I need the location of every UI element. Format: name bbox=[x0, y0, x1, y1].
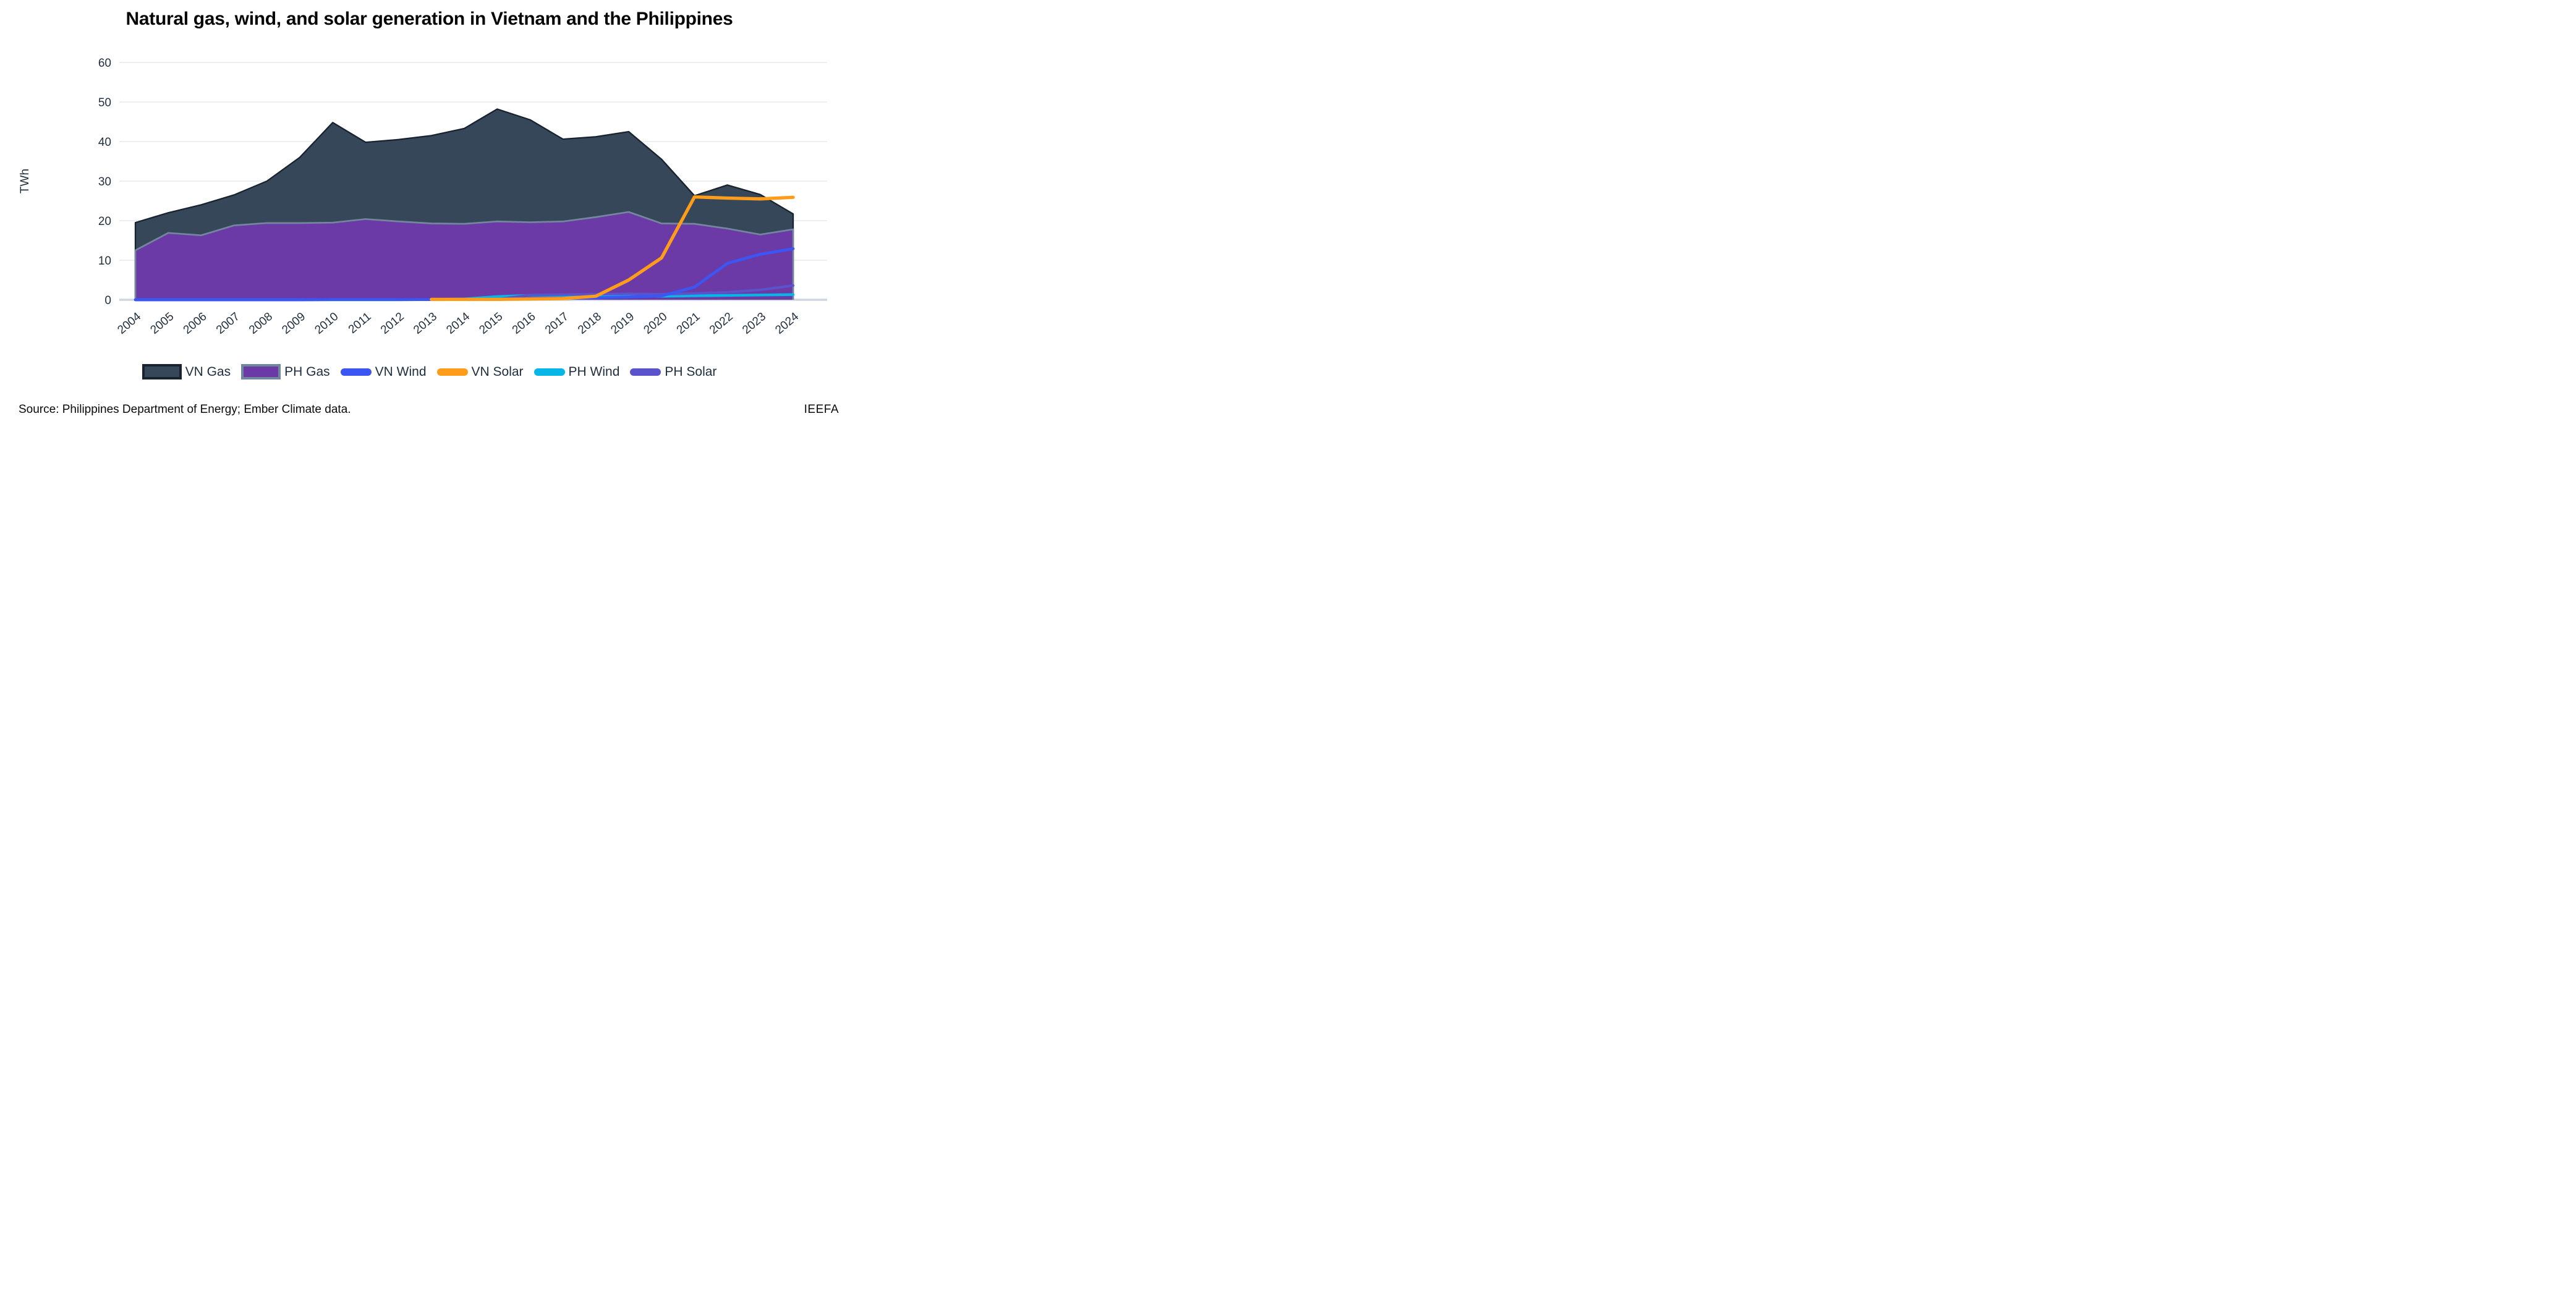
legend-item-vn-solar: VN Solar bbox=[436, 364, 524, 379]
legend-item-ph-solar: PH Solar bbox=[630, 365, 716, 379]
area-outline-ph-gas bbox=[134, 211, 794, 300]
legend: VN Gas PH Gas VN Wind VN Solar PH Wind PH Sol… bbox=[0, 364, 859, 379]
x-tick-label-2004: 2004 bbox=[115, 310, 143, 337]
legend-label-vn-wind: VN Wind bbox=[375, 364, 427, 379]
y-tick-label-30: 30 bbox=[98, 176, 111, 189]
y-axis-label: TWh bbox=[19, 169, 32, 193]
legend-item-vn-gas: VN Gas bbox=[142, 364, 231, 379]
x-tick-label-2005: 2005 bbox=[148, 310, 177, 337]
legend-label-ph-solar: PH Solar bbox=[665, 364, 717, 379]
y-tick-label-10: 10 bbox=[98, 255, 111, 268]
legend-swatch-vn-solar bbox=[436, 368, 468, 376]
source-note: Source: Philippines Department of Energy… bbox=[19, 403, 351, 416]
legend-swatch-vn-gas bbox=[142, 364, 182, 379]
x-tick-label-2014: 2014 bbox=[444, 310, 472, 337]
legend-label-ph-wind: PH Wind bbox=[568, 364, 620, 379]
x-tick-label-2017: 2017 bbox=[543, 310, 571, 337]
x-tick-label-2024: 2024 bbox=[773, 310, 801, 337]
x-tick-label-2021: 2021 bbox=[674, 310, 703, 337]
brand-logo-text: IEEFA bbox=[804, 403, 839, 416]
x-tick-label-2007: 2007 bbox=[214, 310, 242, 337]
legend-label-vn-solar: VN Solar bbox=[471, 364, 524, 379]
plot-area: 0 10 20 30 40 50 60 TWh 2004 2005 2006 2007 2008 2009… bbox=[19, 57, 827, 337]
x-tick-label-2008: 2008 bbox=[247, 310, 275, 337]
chart-title: Natural gas, wind, and solar generation … bbox=[125, 9, 733, 29]
y-tick-label-40: 40 bbox=[98, 136, 111, 149]
x-tick-label-2019: 2019 bbox=[608, 310, 637, 337]
y-tick-label-0: 0 bbox=[104, 294, 111, 307]
x-tick-label-2018: 2018 bbox=[576, 310, 604, 337]
area-outline-vn-gas bbox=[134, 108, 794, 300]
x-tick-label-2015: 2015 bbox=[477, 310, 506, 337]
legend-swatch-ph-wind bbox=[533, 368, 565, 376]
y-tick-label-20: 20 bbox=[98, 215, 111, 228]
x-tick-label-2013: 2013 bbox=[411, 310, 440, 337]
legend-swatch-ph-gas bbox=[241, 364, 281, 379]
x-tick-label-2011: 2011 bbox=[346, 310, 374, 336]
x-tick-label-2023: 2023 bbox=[740, 310, 768, 337]
x-tick-label-2022: 2022 bbox=[707, 310, 736, 337]
legend-item-vn-wind: VN Wind bbox=[340, 364, 427, 379]
y-tick-label-50: 50 bbox=[98, 96, 111, 109]
legend-label-vn-gas: VN Gas bbox=[185, 364, 231, 379]
x-tick-label-2009: 2009 bbox=[279, 310, 308, 337]
line-vn-solar bbox=[430, 195, 795, 302]
x-tick-label-2016: 2016 bbox=[510, 310, 538, 337]
x-tick-label-2006: 2006 bbox=[181, 310, 210, 337]
y-tick-label-60: 60 bbox=[98, 57, 111, 70]
chart-figure: Natural gas, wind, and solar generation … bbox=[0, 0, 859, 431]
legend-item-ph-gas: PH Gas bbox=[241, 364, 330, 379]
x-tick-label-2010: 2010 bbox=[313, 310, 341, 337]
legend-swatch-vn-wind bbox=[340, 368, 372, 376]
legend-label-ph-gas: PH Gas bbox=[284, 364, 330, 379]
x-tick-label-2020: 2020 bbox=[642, 310, 670, 337]
x-tick-label-2012: 2012 bbox=[378, 310, 407, 337]
legend-swatch-ph-solar bbox=[630, 368, 661, 376]
legend-item-ph-wind: PH Wind bbox=[533, 364, 620, 379]
area-ph-gas bbox=[135, 211, 793, 300]
